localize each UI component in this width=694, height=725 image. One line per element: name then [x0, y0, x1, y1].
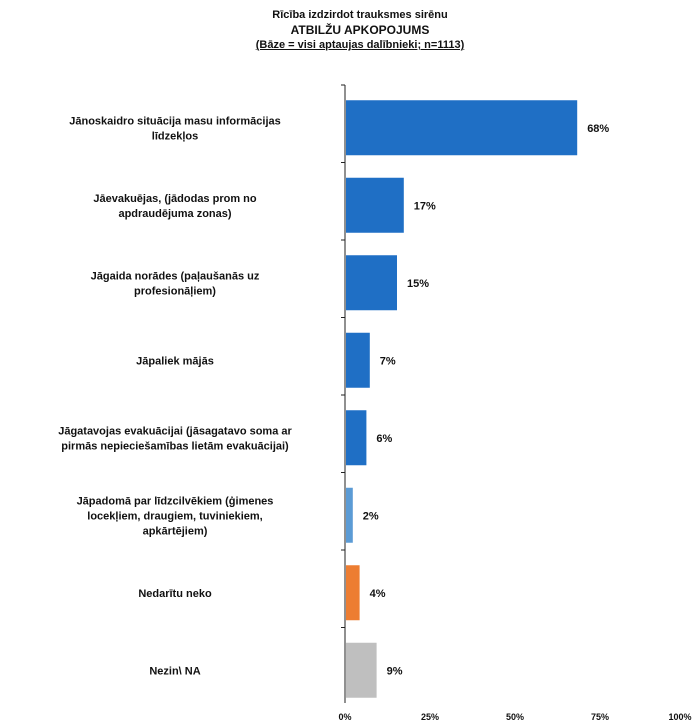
category-label: profesionāļiem)	[134, 285, 216, 297]
category-label: apdraudējuma zonas)	[118, 208, 231, 220]
chart-title: Rīcība izdzirdot trauksmes sirēnu	[272, 9, 448, 21]
category-label: līdzekļos	[152, 130, 198, 142]
category-label: Jāevakuējas, (jādodas prom no	[93, 193, 257, 205]
bar	[346, 255, 397, 311]
data-label: 4%	[370, 588, 386, 600]
data-label: 9%	[387, 665, 403, 677]
bar	[346, 332, 370, 388]
data-label: 17%	[414, 200, 436, 212]
data-label: 6%	[376, 433, 392, 445]
category-label: Nezin\ NA	[149, 665, 200, 677]
x-tick-label: 50%	[506, 712, 524, 722]
data-label: 7%	[380, 355, 396, 367]
category-label: apkārtējiem)	[143, 525, 208, 537]
bar	[346, 487, 353, 543]
category-label: locekļiem, draugiem, tuviniekiem,	[87, 510, 262, 522]
category-label: Jāpadomā par līdzcilvēkiem (ģimenes	[77, 494, 274, 507]
category-label: Jāgatavojas evakuācijai (jāsagatavo soma…	[58, 425, 292, 437]
chart-note: (Bāze = visi aptaujas dalībnieki; n=1113…	[255, 39, 465, 51]
x-tick-label: 75%	[591, 712, 609, 722]
chart-title-block: Rīcība izdzirdot trauksmes sirēnu ATBILŽ…	[200, 8, 520, 53]
x-tick-label: 25%	[421, 712, 439, 722]
data-label: 15%	[407, 278, 429, 290]
category-label: Jāgaida norādes (paļaušanās uz	[91, 270, 260, 282]
data-label: 68%	[587, 123, 609, 135]
category-label: Jānoskaidro situācija masu informācijas	[69, 115, 281, 127]
data-label: 2%	[363, 510, 379, 522]
bar	[346, 642, 377, 698]
bar	[346, 100, 578, 156]
category-label: Nedarītu neko	[138, 588, 212, 600]
bar	[346, 410, 367, 466]
bar	[346, 177, 404, 233]
chart-subtitle: ATBILŽU APKOPOJUMS	[290, 23, 430, 37]
category-label: Jāpaliek mājās	[136, 355, 214, 367]
x-tick-label: 0%	[338, 712, 351, 722]
bar	[346, 565, 360, 621]
x-tick-label: 100%	[668, 712, 691, 722]
category-label: pirmās nepieciešamības lietām evakuācija…	[61, 440, 289, 452]
